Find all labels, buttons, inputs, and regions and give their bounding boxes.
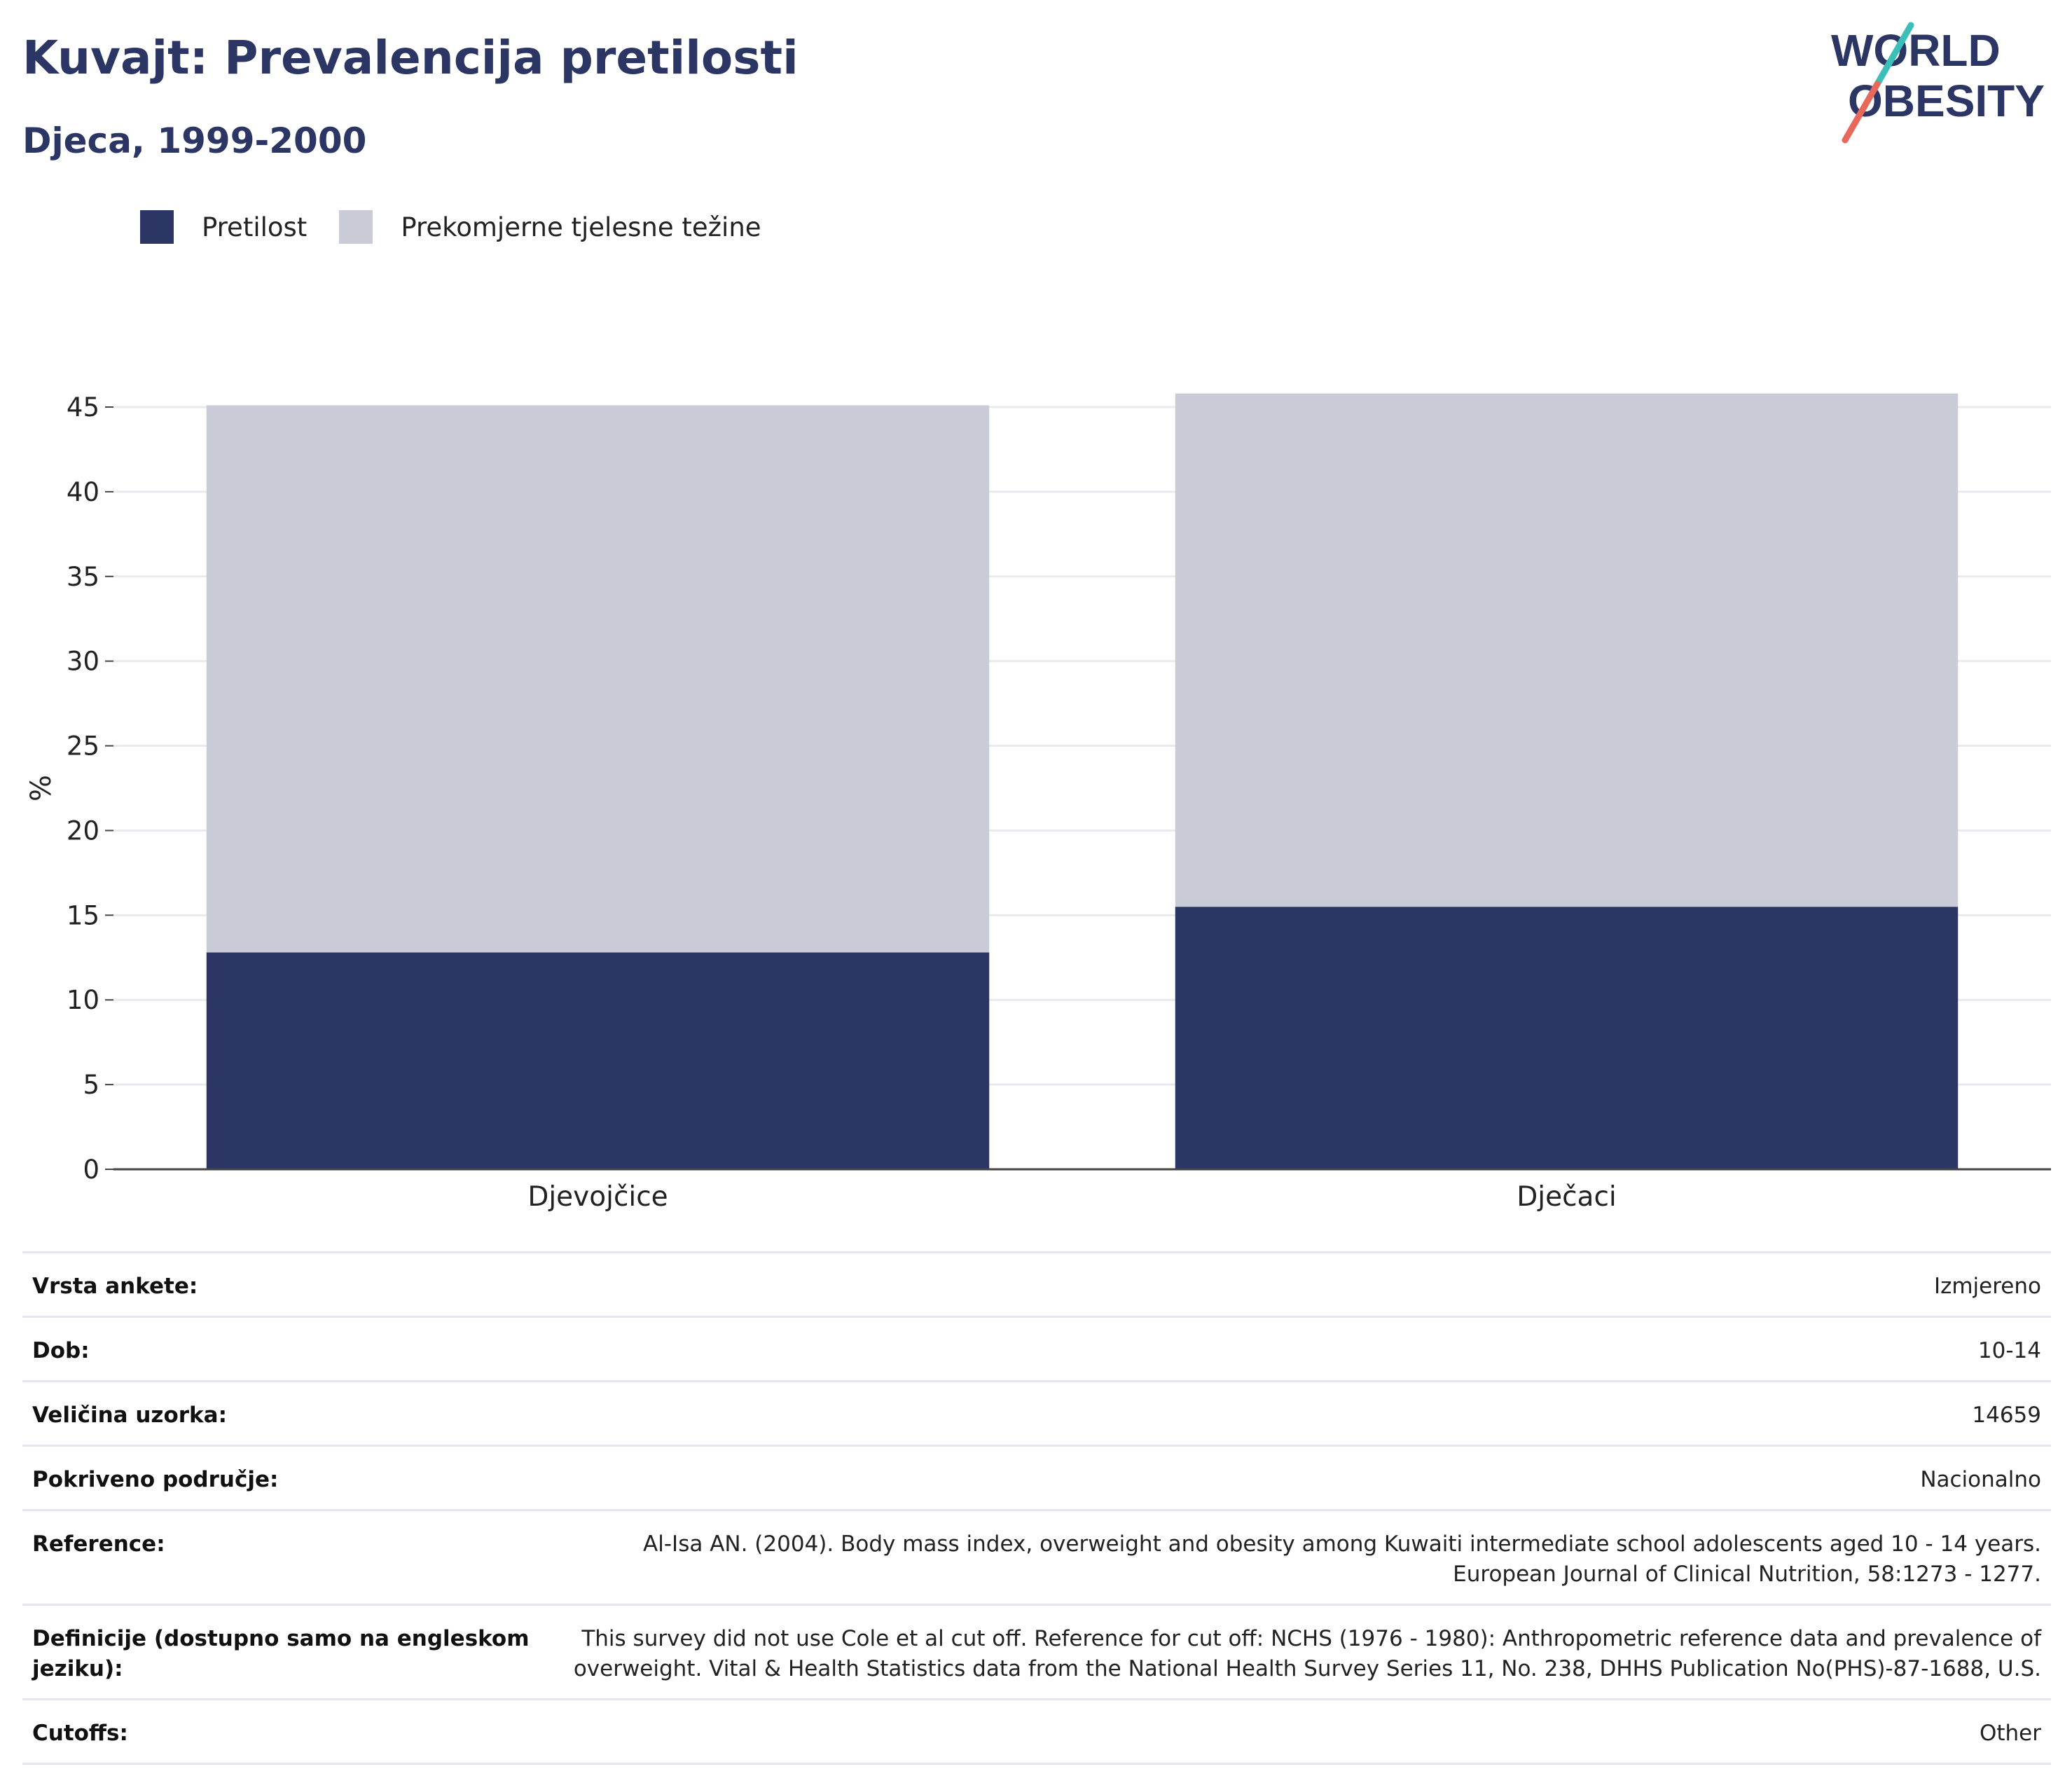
y-axis-title: % bbox=[25, 775, 57, 801]
y-tick-label: 40 bbox=[67, 477, 99, 507]
bar-obesity-1[interactable] bbox=[1175, 907, 1959, 1169]
info-row-survey-type: Vrsta ankete: Izmjereno bbox=[22, 1253, 2051, 1318]
bar-obesity-0[interactable] bbox=[206, 952, 990, 1169]
survey-info-table: Vrsta ankete: Izmjereno Dob: 10-14 Velič… bbox=[22, 1251, 2051, 1765]
info-row-sample-size: Veličina uzorka: 14659 bbox=[22, 1382, 2051, 1447]
legend-label-overweight: Prekomjerne tjelesne težine bbox=[401, 212, 761, 242]
x-category-label: Dječaci bbox=[1517, 1181, 1616, 1213]
page-title: Kuvajt: Prevalencija pretilosti bbox=[22, 31, 799, 85]
bars bbox=[206, 393, 1959, 1169]
legend-swatch-obesity bbox=[140, 210, 174, 244]
info-value: 14659 bbox=[1972, 1403, 2041, 1428]
info-row-references: Reference: Al-Isa AN. (2004). Body mass … bbox=[22, 1511, 2051, 1606]
info-key: Reference: bbox=[32, 1531, 165, 1557]
info-value: 10-14 bbox=[1977, 1338, 2041, 1363]
y-tick-label: 0 bbox=[83, 1155, 99, 1185]
info-key: Definicije (dostupno samo na engleskom j… bbox=[32, 1626, 530, 1681]
y-tick-label: 15 bbox=[67, 900, 99, 930]
info-value: This survey did not use Cole et al cut o… bbox=[573, 1626, 2041, 1681]
chart-legend: Pretilost Prekomjerne tjelesne težine bbox=[140, 209, 794, 245]
y-tick-label: 10 bbox=[67, 985, 99, 1015]
info-key: Veličina uzorka: bbox=[32, 1403, 227, 1428]
y-tick-label: 30 bbox=[67, 647, 99, 677]
info-key: Pokriveno područje: bbox=[32, 1467, 279, 1492]
axes: 0 5 10 15 20 25 30 35 40 45 Djevojčice Dječaci bbox=[67, 392, 2051, 1213]
bar-overweight-0[interactable] bbox=[206, 405, 990, 953]
info-key: Cutoffs: bbox=[32, 1721, 128, 1746]
legend-item-obesity[interactable]: Pretilost bbox=[140, 210, 307, 244]
info-value: Izmjereno bbox=[1933, 1274, 2041, 1299]
world-obesity-logo: WORLD OBESITY bbox=[1831, 22, 2045, 144]
info-value: Nacionalno bbox=[1920, 1467, 2041, 1492]
y-tick-label: 35 bbox=[67, 562, 99, 592]
bar-overweight-1[interactable] bbox=[1175, 393, 1959, 907]
y-tick-label: 25 bbox=[67, 731, 99, 762]
info-key: Vrsta ankete: bbox=[32, 1274, 198, 1299]
stacked-bar-chart: 0 5 10 15 20 25 30 35 40 45 Djevojčice Dječaci % bbox=[25, 392, 2051, 1213]
info-value: Al-Isa AN. (2004). Body mass index, over… bbox=[643, 1531, 2041, 1587]
info-value: Other bbox=[1979, 1721, 2041, 1746]
y-tick-label: 20 bbox=[67, 815, 99, 846]
page-subtitle: Djeca, 1999-2000 bbox=[22, 121, 367, 161]
y-tick-label: 45 bbox=[67, 392, 99, 422]
x-category-label: Djevojčice bbox=[527, 1181, 668, 1213]
legend-item-overweight[interactable]: Prekomjerne tjelesne težine bbox=[339, 210, 761, 244]
legend-label-obesity: Pretilost bbox=[202, 212, 308, 242]
info-row-coverage: Pokriveno područje: Nacionalno bbox=[22, 1447, 2051, 1511]
info-row-definitions: Definicije (dostupno samo na engleskom j… bbox=[22, 1606, 2051, 1700]
info-key: Dob: bbox=[32, 1338, 90, 1363]
y-tick-label: 5 bbox=[83, 1070, 99, 1100]
logo-line-1: WORLD bbox=[1831, 25, 2001, 76]
info-row-age: Dob: 10-14 bbox=[22, 1318, 2051, 1382]
legend-swatch-overweight bbox=[339, 210, 373, 244]
info-row-cutoffs: Cutoffs: Other bbox=[22, 1700, 2051, 1765]
